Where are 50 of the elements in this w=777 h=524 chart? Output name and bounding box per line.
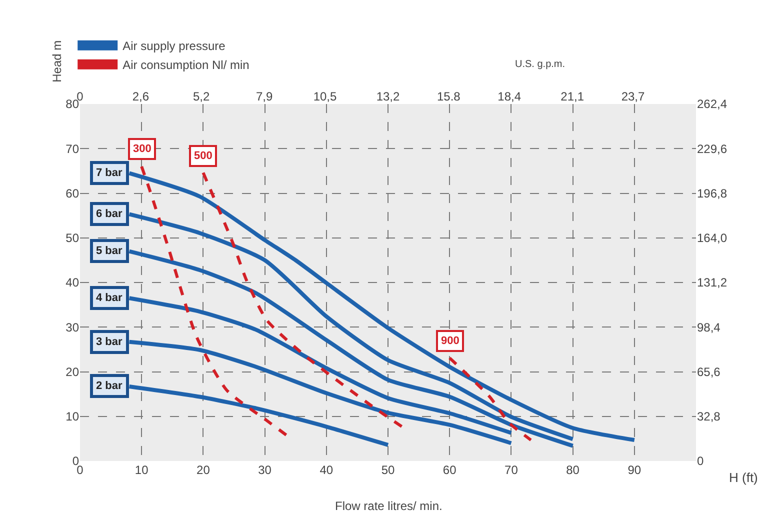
x-tick-label: 60: [442, 463, 457, 477]
x2-tick-label: 13,2: [376, 90, 400, 104]
y2-tick-label: 131,2: [697, 276, 728, 290]
series-label: 500: [194, 150, 212, 162]
series-label: 300: [133, 143, 152, 155]
series-label: 2 bar: [96, 380, 124, 392]
series-label: 3 bar: [96, 336, 124, 348]
y-tick-label: 50: [66, 231, 80, 246]
y-tick-label: 60: [66, 186, 80, 200]
x-tick-label: 80: [566, 463, 580, 477]
x2-tick-label: 5,2: [192, 90, 210, 104]
x-tick-label: 10: [134, 463, 149, 477]
x-axis-title: Flow rate litres/ min.: [335, 499, 442, 513]
x2-tick-label: 7,9: [256, 90, 273, 104]
text: Air consumption Nl/ min: [122, 58, 250, 72]
series-label: 5 bar: [96, 245, 124, 257]
line-series: [448, 356, 532, 442]
text: Air supply pressure: [122, 38, 226, 53]
x2-tick-label: 2,6: [132, 90, 150, 104]
y2-tick-label: 32,8: [697, 410, 721, 424]
series-label: 4 bar: [96, 292, 124, 304]
y-tick-label: 30: [66, 320, 80, 334]
y2-axis-title: H (ft): [729, 470, 758, 485]
y-tick-label: 20: [66, 364, 80, 379]
y-tick-label: 70: [66, 142, 80, 156]
x-tick-label: 40: [320, 463, 334, 477]
y-tick-label: 40: [66, 276, 80, 290]
x-tick-label: 90: [628, 463, 642, 477]
x-tick-label: 70: [504, 463, 518, 477]
y2-tick-label: 229,6: [697, 142, 728, 156]
y2-tick-label: 98,4: [697, 320, 721, 334]
y2-tick-label: 65,6: [697, 364, 721, 379]
x-tick-label: 30: [258, 463, 272, 477]
line-series: [140, 164, 288, 437]
x2-axis-title: U.S. g.p.m.: [515, 59, 566, 70]
y-axis-title: Head m: [50, 40, 64, 82]
x2-tick-label: 21,1: [560, 90, 584, 104]
series-label: 6 bar: [96, 208, 124, 220]
x-tick-label: 50: [381, 463, 395, 477]
y2-tick-label: 262,4: [697, 97, 728, 112]
y2-tick-label: 164,0: [697, 231, 728, 246]
y-tick-label: 10: [66, 410, 80, 424]
x-tick-label: 20: [196, 463, 210, 477]
x2-tick-label: 18,4: [498, 90, 522, 104]
series-label: 7 bar: [96, 167, 124, 179]
x2-tick-label: 15.8: [436, 90, 461, 104]
x2-tick-label: 10,5: [313, 90, 337, 104]
y2-tick-label: 196,8: [697, 186, 728, 200]
series-label: 900: [441, 335, 460, 347]
x2-tick-label: 23,7: [621, 90, 645, 104]
